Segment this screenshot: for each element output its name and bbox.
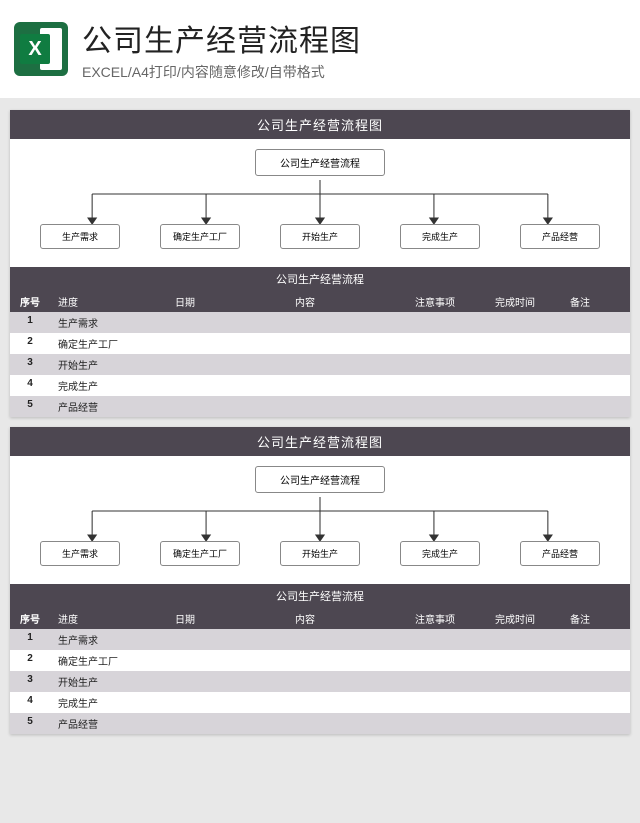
table-row: 4 完成生产: [10, 375, 630, 396]
table-row: 3 开始生产: [10, 671, 630, 692]
flowchart-leaf: 完成生产: [400, 224, 480, 249]
flowchart-leaf: 生产需求: [40, 224, 120, 249]
col-note: 注意事项: [390, 294, 480, 309]
flowchart-leaf: 确定生产工厂: [160, 541, 240, 566]
cell-seq: 1: [10, 315, 50, 330]
flowchart-area: 公司生产经营流程 生产需求 确定生产工厂 开始生产 完成生产 产品经营: [10, 456, 630, 584]
cell-progress: 完成生产: [50, 695, 150, 710]
sub-banner: 公司生产经营流程: [10, 267, 630, 291]
flowchart-leaf: 产品经营: [520, 224, 600, 249]
cell-seq: 4: [10, 378, 50, 393]
page-header: 公司生产经营流程图 EXCEL/A4打印/内容随意修改/自带格式: [0, 0, 640, 98]
template-card-2: 公司生产经营流程图 公司生产经营流程 生产需求 确定生产工厂 开始生产 完成生产: [10, 427, 630, 734]
cell-progress: 生产需求: [50, 632, 150, 647]
flowchart-leaves: 生产需求 确定生产工厂 开始生产 完成生产 产品经营: [30, 224, 610, 249]
flowchart-leaf: 开始生产: [280, 541, 360, 566]
table-row: 2 确定生产工厂: [10, 333, 630, 354]
cell-seq: 5: [10, 716, 50, 731]
cell-progress: 确定生产工厂: [50, 653, 150, 668]
col-remark: 备注: [550, 611, 610, 626]
cell-progress: 产品经营: [50, 716, 150, 731]
flowchart-connectors: [30, 180, 610, 224]
table-row: 2 确定生产工厂: [10, 650, 630, 671]
table-row: 4 完成生产: [10, 692, 630, 713]
excel-icon: [14, 22, 68, 76]
cell-seq: 2: [10, 336, 50, 351]
cell-progress: 确定生产工厂: [50, 336, 150, 351]
template-card-1: 公司生产经营流程图 公司生产经营流程 生产需求 确定生产工厂 开始生产 完成生产: [10, 110, 630, 417]
col-content: 内容: [220, 611, 390, 626]
col-progress: 进度: [50, 611, 150, 626]
flowchart-leaf: 完成生产: [400, 541, 480, 566]
cell-seq: 5: [10, 399, 50, 414]
table-row: 3 开始生产: [10, 354, 630, 375]
table-row: 5 产品经营: [10, 713, 630, 734]
col-date: 日期: [150, 294, 220, 309]
cell-progress: 完成生产: [50, 378, 150, 393]
flowchart-root: 公司生产经营流程: [255, 149, 385, 176]
flowchart-leaf: 生产需求: [40, 541, 120, 566]
col-seq: 序号: [10, 611, 50, 626]
table-row: 1 生产需求: [10, 629, 630, 650]
cell-progress: 产品经营: [50, 399, 150, 414]
flowchart-leaf: 开始生产: [280, 224, 360, 249]
sub-banner: 公司生产经营流程: [10, 584, 630, 608]
table-row: 5 产品经营: [10, 396, 630, 417]
content-area: 公司生产经营流程图 公司生产经营流程 生产需求 确定生产工厂 开始生产 完成生产: [0, 98, 640, 756]
page-subtitle: EXCEL/A4打印/内容随意修改/自带格式: [82, 62, 361, 82]
page-title: 公司生产经营流程图: [82, 16, 361, 60]
flowchart-root: 公司生产经营流程: [255, 466, 385, 493]
banner-title: 公司生产经营流程图: [10, 427, 630, 456]
col-remark: 备注: [550, 294, 610, 309]
col-date: 日期: [150, 611, 220, 626]
col-progress: 进度: [50, 294, 150, 309]
flowchart-leaf: 确定生产工厂: [160, 224, 240, 249]
col-note: 注意事项: [390, 611, 480, 626]
cell-seq: 1: [10, 632, 50, 647]
flowchart-area: 公司生产经营流程 生产需求 确定生产工厂 开始生产 完成生产 产品经营: [10, 139, 630, 267]
col-content: 内容: [220, 294, 390, 309]
cell-progress: 生产需求: [50, 315, 150, 330]
col-seq: 序号: [10, 294, 50, 309]
cell-seq: 4: [10, 695, 50, 710]
col-time: 完成时间: [480, 611, 550, 626]
cell-progress: 开始生产: [50, 674, 150, 689]
table-row: 1 生产需求: [10, 312, 630, 333]
cell-seq: 2: [10, 653, 50, 668]
col-time: 完成时间: [480, 294, 550, 309]
table-header: 序号 进度 日期 内容 注意事项 完成时间 备注: [10, 608, 630, 629]
cell-progress: 开始生产: [50, 357, 150, 372]
flowchart-leaf: 产品经营: [520, 541, 600, 566]
flowchart-leaves: 生产需求 确定生产工厂 开始生产 完成生产 产品经营: [30, 541, 610, 566]
banner-title: 公司生产经营流程图: [10, 110, 630, 139]
cell-seq: 3: [10, 674, 50, 689]
cell-seq: 3: [10, 357, 50, 372]
flowchart-connectors: [30, 497, 610, 541]
table-header: 序号 进度 日期 内容 注意事项 完成时间 备注: [10, 291, 630, 312]
header-texts: 公司生产经营流程图 EXCEL/A4打印/内容随意修改/自带格式: [82, 16, 361, 82]
